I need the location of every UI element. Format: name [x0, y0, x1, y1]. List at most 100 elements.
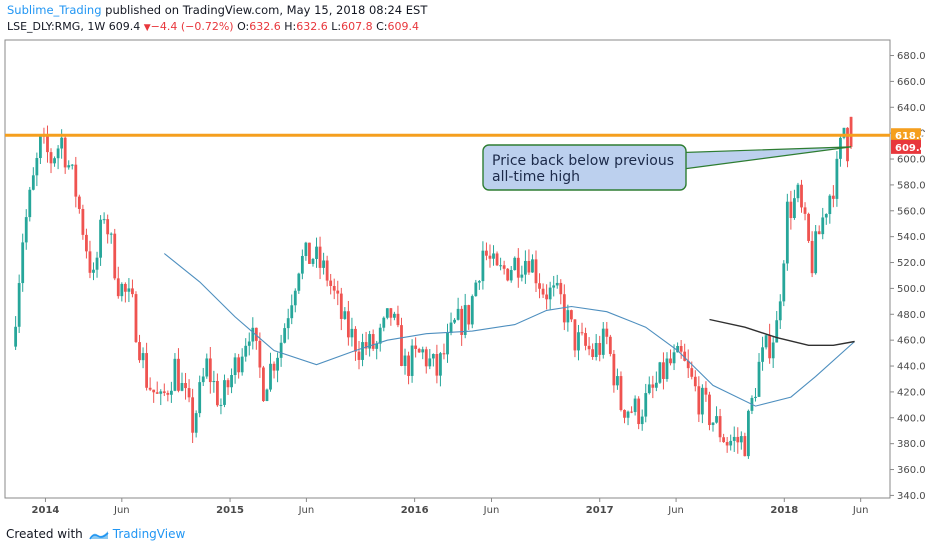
- candle-up: [67, 165, 71, 168]
- candle-up: [24, 217, 28, 243]
- candle-up: [828, 195, 832, 215]
- candle-up: [297, 273, 301, 291]
- candle-down: [414, 345, 418, 349]
- candle-up: [120, 283, 124, 297]
- candle-up: [159, 391, 163, 394]
- candle-down: [226, 380, 230, 388]
- candle-down: [389, 308, 393, 318]
- candle-down: [817, 231, 821, 235]
- open-value: 632.6: [249, 20, 281, 33]
- candle-up: [251, 327, 255, 342]
- candle-up: [474, 282, 478, 297]
- callout-pointer: [667, 146, 852, 172]
- candle-down: [134, 294, 138, 343]
- y-tick-label: 640.0: [897, 103, 926, 114]
- y-tick-label: 340.0: [897, 491, 926, 502]
- candle-up: [665, 358, 669, 379]
- candle-up: [428, 358, 432, 367]
- candle-down: [435, 354, 439, 376]
- candle-up: [99, 219, 102, 258]
- candle-up: [793, 198, 796, 219]
- high-label: H:: [284, 20, 297, 33]
- low-value: 607.8: [341, 20, 373, 33]
- candle-down: [846, 127, 849, 162]
- candle-up: [520, 274, 524, 278]
- candle-down: [442, 353, 446, 355]
- candle-down: [722, 437, 726, 443]
- y-tick-label: 660.0: [897, 77, 926, 88]
- candle-up: [616, 376, 619, 386]
- candle-down: [407, 355, 410, 376]
- candle-up: [169, 390, 173, 395]
- candle-down: [81, 208, 85, 235]
- candle-down: [573, 319, 577, 351]
- candle-down: [725, 442, 729, 446]
- y-tick-label: 560.0: [897, 206, 926, 217]
- candle-down: [339, 293, 343, 319]
- author-link[interactable]: Sublime_Trading: [7, 3, 102, 17]
- candle-up: [304, 242, 308, 256]
- y-tick-label: 460.0: [897, 336, 926, 347]
- candle-up: [194, 413, 198, 433]
- y-tick-label: 400.0: [897, 413, 926, 424]
- candle-down: [116, 278, 120, 297]
- candle-down: [651, 384, 655, 388]
- tradingview-logo-icon: [89, 530, 109, 539]
- candle-up: [672, 352, 676, 364]
- y-tick-label: 480.0: [897, 310, 926, 321]
- candle-up: [92, 269, 95, 273]
- candle-up: [141, 353, 145, 361]
- candle-down: [598, 343, 602, 355]
- candle-up: [53, 158, 56, 164]
- candle-down: [332, 285, 336, 291]
- candle-up: [382, 317, 386, 328]
- candle-up: [566, 310, 570, 323]
- candle-up: [212, 380, 216, 383]
- axes-layer: 340.0 360.0 380.0 400.0 420.0 440.0 460.0 480.0…: [32, 51, 927, 516]
- candle-up: [247, 341, 251, 346]
- candle-up: [700, 387, 704, 415]
- candle-down: [417, 348, 421, 353]
- candle-down: [357, 351, 361, 360]
- candle-down: [155, 392, 159, 394]
- candle-down: [113, 233, 117, 279]
- price-change: −4.4 (−0.72%): [150, 20, 234, 33]
- candle-up: [350, 328, 354, 338]
- candle-up: [601, 328, 605, 355]
- x-tick-label: Jun: [667, 505, 684, 516]
- candle-down: [177, 358, 180, 391]
- candle-down: [662, 362, 665, 379]
- candle-up: [552, 285, 556, 288]
- candle-up: [796, 184, 800, 199]
- close-value: 609.4: [387, 20, 419, 33]
- y-tick-label: 440.0: [897, 362, 926, 373]
- candle-down: [460, 308, 464, 335]
- candle-down: [488, 255, 492, 259]
- x-tick-label: 2014: [32, 505, 60, 516]
- candle-up: [315, 246, 318, 259]
- candle-up: [230, 375, 233, 388]
- candle-down: [690, 368, 694, 377]
- candle-down: [325, 260, 329, 281]
- candle-up: [658, 362, 662, 383]
- tradingview-brand[interactable]: TradingView: [112, 527, 186, 541]
- symbol-legend: LSE_DLY:RMG, 1W 609.4 ▼−4.4 (−0.72%) O:6…: [7, 20, 419, 35]
- y-tick-label: 520.0: [897, 258, 926, 269]
- candle-down: [74, 164, 78, 197]
- candle-up: [290, 305, 294, 319]
- candle-up: [821, 217, 825, 235]
- candle-up: [378, 327, 382, 344]
- candle-up: [594, 343, 598, 358]
- candle-down: [187, 388, 191, 398]
- candle-down: [584, 333, 587, 346]
- candle-up: [835, 158, 839, 199]
- candle-up: [311, 258, 315, 264]
- y-tick-label: 540.0: [897, 232, 926, 243]
- candle-up: [244, 345, 248, 357]
- candle-down: [272, 363, 276, 371]
- candle-down: [467, 305, 471, 325]
- x-tick-label: Jun: [852, 505, 869, 516]
- candle-up: [56, 148, 60, 159]
